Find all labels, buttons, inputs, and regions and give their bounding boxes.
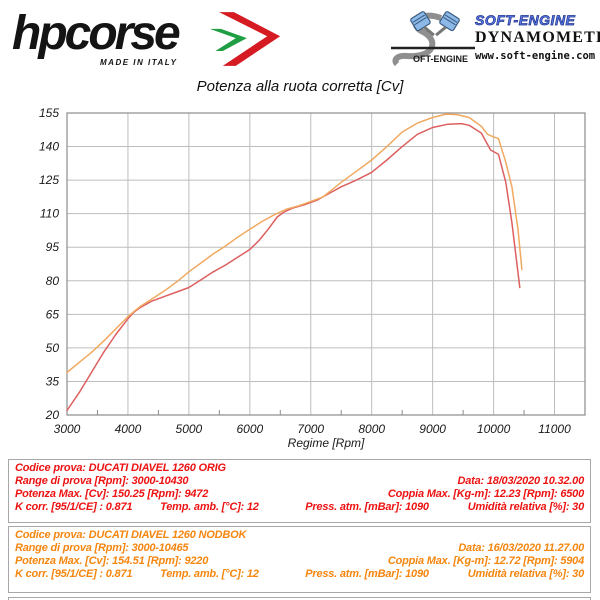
y-tick-label: 50 (46, 341, 60, 355)
hpcorse-wordmark: hpcorse (12, 7, 181, 60)
soft-engine-logo: OFT-ENGINE SOFT-ENGINE DYNAMOMETERS www.… (391, 6, 600, 72)
data-prova: Data: 18/03/2020 10.32.00 (457, 475, 585, 487)
power-curve-nodbok (66, 113, 523, 374)
result-row: Codice prova: DUCATI DIAVEL 1260 NODBOK (15, 529, 584, 542)
power-curve-orig (66, 122, 521, 412)
y-tick-label: 155 (39, 106, 59, 120)
temp-amb: Temp. amb. [°C]: 12 (160, 568, 259, 580)
soft-engine-logo-text: OFT-ENGINE (413, 54, 468, 64)
umidita-relativa: Umidità relativa [%]: 30 (467, 568, 584, 580)
hpcorse-arrow-icon (209, 12, 281, 66)
hpcorse-logo: hpcorse MADE IN ITALY (12, 6, 312, 86)
result-row: Potenza Max. [Cv]: 154.51 [Rpm]: 9220 Cop… (15, 555, 584, 568)
codice-prova: Codice prova: DUCATI DIAVEL 1260 ORIG (15, 462, 226, 474)
result-block-orig: Codice prova: DUCATI DIAVEL 1260 ORIG Ra… (8, 459, 591, 523)
result-row: K corr. [95/1/CE] : 0.871 Temp. amb. [°C]… (15, 501, 584, 514)
soft-engine-pistons-icon: OFT-ENGINE (391, 11, 475, 67)
k-corr: K corr. [95/1/CE] : 0.871 (15, 501, 133, 513)
result-block-nodbok: Codice prova: DUCATI DIAVEL 1260 NODBOK … (8, 526, 591, 593)
press-atm: Press. atm. [mBar]: 1090 (305, 501, 429, 513)
press-atm: Press. atm. [mBar]: 1090 (305, 568, 429, 580)
y-tick-label: 125 (39, 173, 59, 187)
x-axis-label: Regime [Rpm] (287, 436, 365, 450)
y-tick-label: 80 (46, 274, 60, 288)
x-tick-label: 9000 (419, 422, 446, 436)
coppia-max: Coppia Max. [Kg-m]: 12.23 [Rpm]: 6500 (387, 488, 584, 500)
soft-engine-text-block: SOFT-ENGINE DYNAMOMETERS www.soft-engine… (475, 6, 600, 62)
range-prova: Range di prova [Rpm]: 3000-10430 (15, 475, 189, 487)
x-tick-label: 8000 (358, 422, 385, 436)
chart-title: Potenza alla ruota corretta [Cv] (196, 78, 404, 95)
potenza-max: Potenza Max. [Cv]: 150.25 [Rpm]: 9472 (15, 488, 209, 500)
x-tick-label: 3000 (54, 422, 81, 436)
plot-frame (66, 112, 586, 416)
y-tick-label: 110 (40, 207, 59, 221)
x-tick-label: 11000 (538, 422, 571, 436)
soft-engine-brand: SOFT-ENGINE (475, 12, 576, 29)
result-row: Codice prova: DUCATI DIAVEL 1260 ORIG (15, 462, 584, 475)
y-tick-label: 140 (39, 140, 59, 154)
dynamometers-label: DYNAMOMETERS (475, 29, 600, 46)
result-row: Range di prova [Rpm]: 3000-10430 Data: 18… (15, 475, 584, 488)
k-corr: K corr. [95/1/CE] : 0.871 (15, 568, 133, 580)
result-row: K corr. [95/1/CE] : 0.871 Temp. amb. [°C]… (15, 568, 584, 581)
y-tick-label: 95 (46, 240, 60, 254)
x-tick-label: 5000 (176, 422, 203, 436)
potenza-max: Potenza Max. [Cv]: 154.51 [Rpm]: 9220 (15, 555, 209, 567)
data-prova: Data: 16/03/2020 11.27.00 (458, 542, 584, 554)
y-tick-label: 65 (46, 307, 60, 321)
y-tick-label: 35 (46, 374, 60, 388)
temp-amb: Temp. amb. [°C]: 12 (160, 501, 259, 513)
result-block-partial (8, 597, 591, 600)
result-row: Potenza Max. [Cv]: 150.25 [Rpm]: 9472 Cop… (15, 488, 584, 501)
made-in-italy-label: MADE IN ITALY (100, 58, 178, 67)
soft-engine-url: www.soft-engine.com (475, 50, 596, 62)
umidita-relativa: Umidità relativa [%]: 30 (467, 501, 584, 513)
x-tick-label: 6000 (236, 422, 263, 436)
coppia-max: Coppia Max. [Kg-m]: 12.72 [Rpm]: 5904 (387, 555, 584, 567)
x-tick-label: 7000 (297, 422, 324, 436)
range-prova: Range di prova [Rpm]: 3000-10465 (15, 542, 189, 554)
result-row: Range di prova [Rpm]: 3000-10465 Data: 16… (15, 542, 584, 555)
y-tick-label: 20 (45, 408, 60, 422)
x-tick-label: 4000 (115, 422, 142, 436)
x-tick-label: 10000 (477, 422, 511, 436)
codice-prova: Codice prova: DUCATI DIAVEL 1260 NODBOK (15, 529, 247, 541)
